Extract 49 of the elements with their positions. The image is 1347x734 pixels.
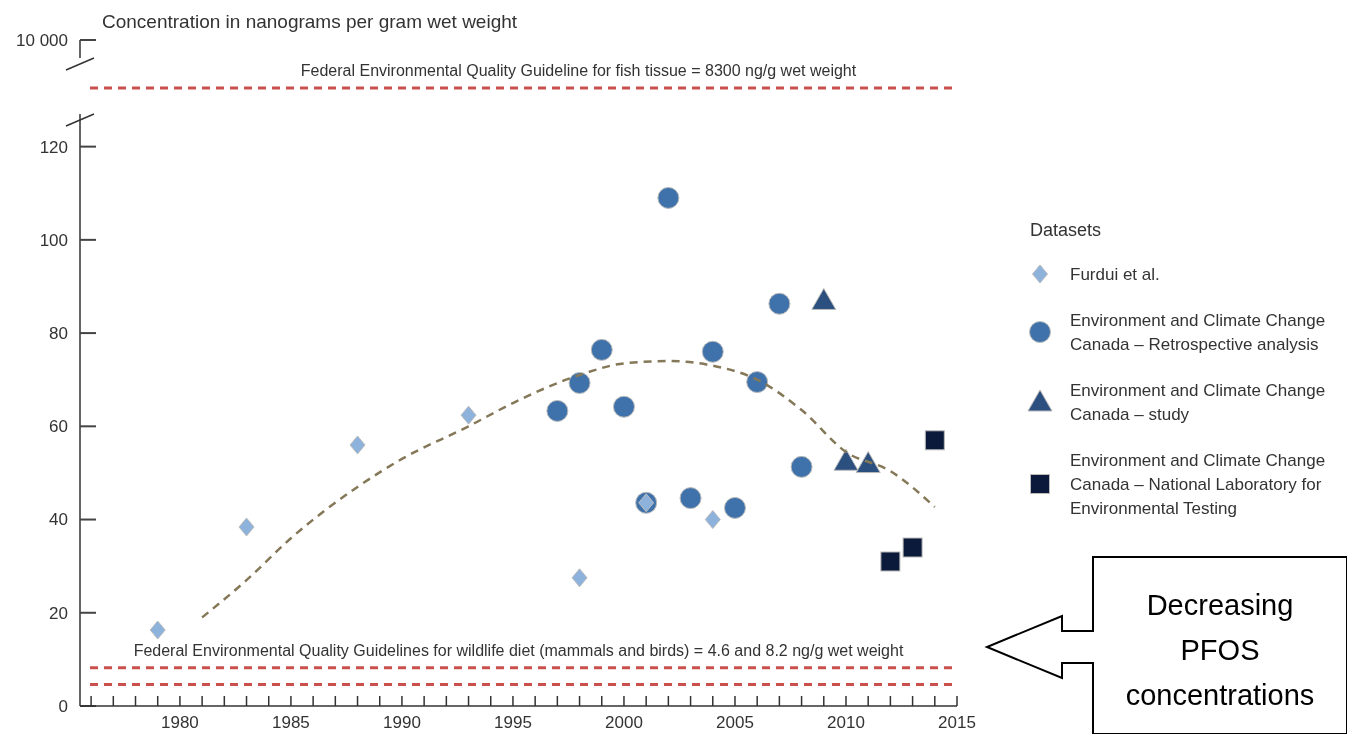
x-tick-label: 1995 <box>494 713 532 732</box>
point <box>571 568 588 588</box>
point <box>811 287 837 310</box>
point <box>238 517 255 537</box>
legend-label: Furdui et al. <box>1070 264 1160 284</box>
x-tick-label: 1980 <box>161 713 199 732</box>
ref-line-label: Federal Environmental Quality Guidelines for wildlife diet (mammals and birds) = 4.6 and 8.2 ng/g wet weight <box>133 641 904 659</box>
y-tick-label: 40 <box>49 510 68 530</box>
x-tick-label: 1990 <box>383 713 421 732</box>
point <box>880 551 901 572</box>
x-tick-label: 1985 <box>272 713 310 732</box>
point <box>612 395 635 418</box>
y-tick-label: 80 <box>49 324 68 344</box>
point <box>679 487 702 510</box>
point <box>349 435 366 455</box>
point <box>460 405 477 425</box>
legend-label: Environment and Climate Change Canada – study <box>1070 380 1326 424</box>
text: Federal Environmental Quality Guideline for fish tissue = 8300 ng/g wet weight <box>300 62 857 79</box>
text: Decreasing PFOS concentrations <box>1125 589 1315 711</box>
legend-label: Environment and Climate Change Canada – National Laboratory for Environmental Testing <box>1070 450 1326 518</box>
point <box>149 620 166 640</box>
point <box>855 451 881 474</box>
point <box>590 338 613 361</box>
point <box>657 186 680 209</box>
point <box>568 371 591 394</box>
point <box>833 448 859 471</box>
point <box>924 430 945 451</box>
point <box>790 455 813 478</box>
legend-label: Environment and Climate Change Canada – Retrospective analysis <box>1070 310 1326 354</box>
x-tick-label: 2005 <box>716 713 754 732</box>
text: Concentration in nanograms per gram wet weight <box>102 11 518 32</box>
point <box>704 510 721 530</box>
point <box>701 340 724 363</box>
point <box>546 399 569 422</box>
legend-title: Datasets <box>1030 220 1102 240</box>
y-tick-label: 120 <box>39 137 68 157</box>
y-tick-label: 100 <box>39 230 68 250</box>
x-tick-label: 2015 <box>938 713 976 732</box>
point <box>902 537 923 558</box>
point <box>768 292 791 315</box>
y-tick-label: 20 <box>49 603 68 623</box>
x-tick-label: 2000 <box>605 713 643 732</box>
x-tick-label: 2010 <box>827 713 865 732</box>
line-series <box>200 359 937 619</box>
point <box>746 371 769 394</box>
text: 10 000 <box>16 30 68 50</box>
point <box>723 496 746 519</box>
y-tick-label: 60 <box>49 417 68 437</box>
y-tick-label: 0 <box>58 696 68 716</box>
